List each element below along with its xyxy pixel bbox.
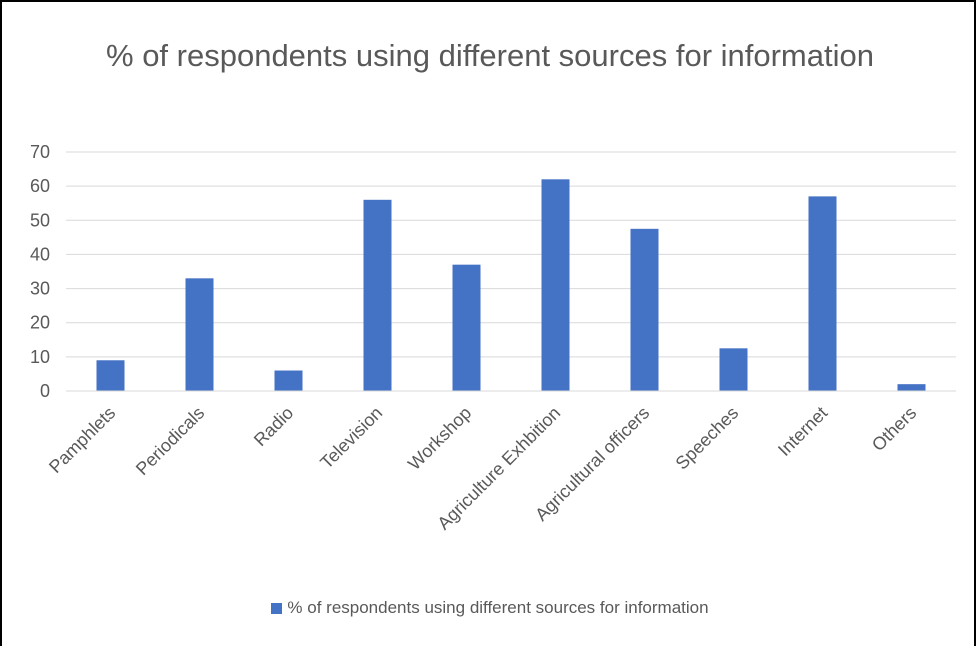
y-tick-label: 50 [30, 210, 50, 230]
bar-workshop [452, 264, 481, 391]
y-tick-label: 40 [30, 244, 50, 264]
bar-internet [808, 196, 837, 391]
category-label: Others [868, 403, 920, 455]
legend-swatch [271, 602, 283, 614]
category-label: Workshop [404, 403, 475, 474]
bar-radio [274, 370, 303, 391]
category-label: Speeches [672, 403, 743, 474]
y-tick-label: 60 [30, 176, 50, 196]
y-tick-label: 0 [40, 381, 50, 401]
category-label: Pamphlets [45, 403, 119, 477]
category-labels: Pamphlets Periodicals Radio Television Works… [45, 403, 920, 534]
bar-agriculture-exhbition [541, 179, 570, 391]
y-tick-label: 30 [30, 279, 50, 299]
y-tick-label: 10 [30, 347, 50, 367]
category-label: Radio [250, 403, 297, 450]
category-label: Internet [774, 403, 831, 460]
gridlines [66, 151, 956, 358]
y-tick-label: 20 [30, 313, 50, 333]
chart-title: % of respondents using different sources… [106, 38, 874, 73]
bar-periodicals [185, 278, 214, 391]
category-label: Television [316, 403, 386, 473]
legend-label: % of respondents using different sources… [287, 598, 709, 617]
bars [96, 179, 926, 391]
bar-pamphlets [96, 360, 125, 391]
bar-others [897, 384, 926, 391]
y-axis-ticks: 0 10 20 30 40 50 60 70 [30, 142, 50, 401]
bar-television [363, 199, 392, 391]
y-tick-label: 70 [30, 142, 50, 162]
category-label: Periodicals [132, 403, 208, 479]
bar-agricultural-officers [630, 228, 659, 391]
legend: % of respondents using different sources… [2, 598, 976, 618]
bar-speeches [719, 348, 748, 391]
